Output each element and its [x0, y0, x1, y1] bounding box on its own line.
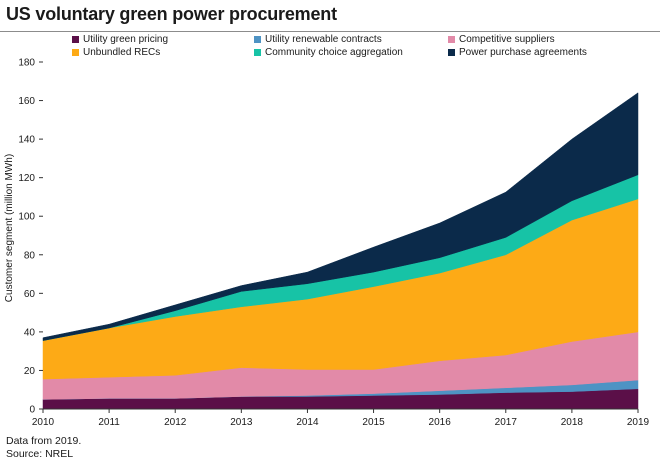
- y-tick-label: 40: [24, 327, 36, 338]
- title-divider: [0, 31, 660, 32]
- legend-label: Utility renewable contracts: [265, 34, 382, 45]
- legend-label: Unbundled RECs: [83, 47, 161, 58]
- legend-label: Power purchase agreements: [459, 47, 587, 58]
- legend-label: Competitive suppliers: [459, 34, 555, 45]
- legend-swatch: [254, 36, 261, 43]
- x-tick-label: 2018: [561, 417, 584, 428]
- chart-axes: 0 20 40 60 80 100 120 140 160 180 2010 2011 2012 2013…: [18, 58, 649, 429]
- legend-swatch: [72, 49, 79, 56]
- y-tick-label: 100: [18, 212, 35, 223]
- y-tick-label: 0: [29, 405, 35, 416]
- legend-item-competitive-suppliers: Competitive suppliers: [448, 34, 555, 45]
- x-tick-label: 2017: [495, 417, 518, 428]
- y-tick-label: 20: [24, 366, 36, 377]
- plot-areas: [42, 92, 639, 410]
- legend-swatch: [448, 36, 455, 43]
- legend-item-power-purchase-agreements: Power purchase agreements: [448, 47, 587, 58]
- x-tick-label: 2010: [32, 417, 55, 428]
- y-tick-label: 60: [24, 289, 36, 300]
- area-series-power-purchase-agreements: [42, 92, 639, 341]
- y-axis-label: Customer segment (million MWh): [4, 154, 15, 302]
- x-tick-label: 2016: [429, 417, 452, 428]
- legend-label: Utility green pricing: [83, 34, 169, 45]
- y-tick-label: 120: [18, 173, 35, 184]
- x-tick-label: 2012: [164, 417, 187, 428]
- x-tick-label: 2015: [362, 417, 385, 428]
- x-tick-label: 2011: [98, 417, 120, 428]
- data-note: Data from 2019.: [6, 435, 82, 447]
- legend-swatch: [448, 49, 455, 56]
- y-tick-label: 180: [18, 58, 35, 69]
- x-tick-label: 2014: [296, 417, 319, 428]
- chart-footer: Data from 2019. Source: NREL: [6, 435, 81, 461]
- legend-swatch: [72, 36, 79, 43]
- y-tick-label: 80: [24, 250, 36, 261]
- legend-item-community-choice-aggregation: Community choice aggregation: [254, 47, 403, 58]
- y-tick-label: 160: [18, 96, 35, 107]
- legend-item-unbundled-recs: Unbundled RECs: [72, 47, 160, 58]
- legend-label: Community choice aggregation: [265, 47, 403, 58]
- legend-item-utility-renewable-contracts: Utility renewable contracts: [254, 34, 382, 45]
- x-tick-label: 2013: [230, 417, 253, 428]
- x-tick-label: 2019: [627, 417, 650, 428]
- legend-swatch: [254, 49, 261, 56]
- chart-title: US voluntary green power procurement: [6, 4, 337, 24]
- legend-item-utility-green-pricing: Utility green pricing: [72, 34, 168, 45]
- source-note: Source: NREL: [6, 448, 74, 460]
- y-tick-label: 140: [18, 135, 35, 146]
